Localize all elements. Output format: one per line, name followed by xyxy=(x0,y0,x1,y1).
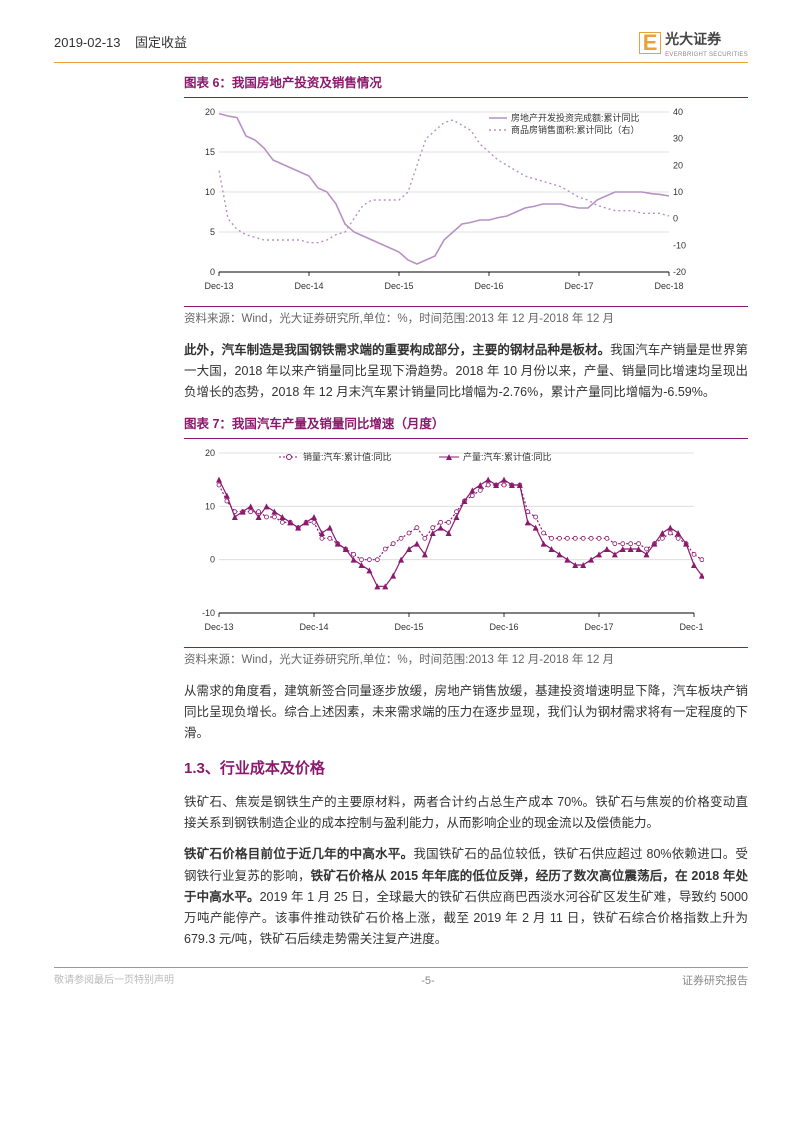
svg-text:Dec-16: Dec-16 xyxy=(489,622,518,632)
svg-text:销量:汽车:累计值:同比: 销量:汽车:累计值:同比 xyxy=(303,451,392,462)
chart6-title: 图表 6：我国房地产投资及销售情况 xyxy=(184,73,748,98)
svg-text:Dec-18: Dec-18 xyxy=(679,622,704,632)
paragraph-1: 此外，汽车制造是我国钢铁需求端的重要构成部分，主要的钢材品种是板材。我国汽车产销… xyxy=(184,340,748,404)
svg-text:0: 0 xyxy=(673,214,678,224)
footer-right: 证券研究报告 xyxy=(682,972,748,991)
svg-text:40: 40 xyxy=(673,107,683,117)
chart7-source: 资料来源：Wind，光大证券研究所,单位：%，时间范围:2013 年 12 月-… xyxy=(184,647,748,671)
svg-text:Dec-13: Dec-13 xyxy=(204,281,233,291)
chart7-title: 图表 7：我国汽车产量及销量同比增速（月度） xyxy=(184,414,748,439)
svg-text:Dec-18: Dec-18 xyxy=(654,281,683,291)
svg-text:10: 10 xyxy=(205,187,215,197)
svg-text:Dec-17: Dec-17 xyxy=(584,622,613,632)
paragraph-2: 从需求的角度看，建筑新签合同量逐步放缓，房地产销售放缓，基建投资增速明显下降，汽… xyxy=(184,681,748,745)
page-header: 2019-02-13 固定收益 E 光大证券 EVERBRIGHT SECURI… xyxy=(54,28,748,63)
chart6-source: 资料来源：Wind，光大证券研究所,单位：%，时间范围:2013 年 12 月-… xyxy=(184,306,748,330)
svg-text:15: 15 xyxy=(205,147,215,157)
header-meta: 2019-02-13 固定收益 xyxy=(54,32,187,54)
svg-text:Dec-16: Dec-16 xyxy=(474,281,503,291)
svg-text:商品房销售面积:累计同比（右）: 商品房销售面积:累计同比（右） xyxy=(511,124,640,135)
svg-text:Dec-14: Dec-14 xyxy=(294,281,323,291)
svg-text:20: 20 xyxy=(205,107,215,117)
header-category: 固定收益 xyxy=(135,35,187,50)
logo-text: 光大证券 xyxy=(665,28,748,52)
chart7: -10 0 10 20 Dec-13 Dec-14 Dec-15 Dec-16 Dec-17 De… xyxy=(184,443,748,645)
svg-text:-10: -10 xyxy=(202,608,215,618)
svg-text:10: 10 xyxy=(673,187,683,197)
svg-text:Dec-13: Dec-13 xyxy=(204,622,233,632)
logo-e-icon: E xyxy=(639,32,661,54)
svg-text:Dec-15: Dec-15 xyxy=(394,622,423,632)
footer-page-number: -5- xyxy=(174,972,682,991)
svg-text:0: 0 xyxy=(210,555,215,565)
brand-logo: E 光大证券 EVERBRIGHT SECURITIES xyxy=(639,28,748,58)
para4-t2: 2019 年 1 月 25 日，全球最大的铁矿石供应商巴西淡水河谷矿区发生矿难，… xyxy=(184,890,748,947)
svg-text:0: 0 xyxy=(210,267,215,277)
page-footer: 敬请参阅最后一页特别声明 -5- 证券研究报告 xyxy=(54,967,748,991)
paragraph-4: 铁矿石价格目前位于近几年的中高水平。我国铁矿石的品位较低，铁矿石供应超过 80%… xyxy=(184,844,748,950)
svg-text:Dec-14: Dec-14 xyxy=(299,622,328,632)
svg-text:30: 30 xyxy=(673,134,683,144)
svg-text:10: 10 xyxy=(205,501,215,511)
svg-text:-10: -10 xyxy=(673,240,686,250)
para4-b1: 铁矿石价格目前位于近几年的中高水平。 xyxy=(184,847,413,861)
svg-text:-20: -20 xyxy=(673,267,686,277)
paragraph-3: 铁矿石、焦炭是钢铁生产的主要原材料，两者合计约占总生产成本 70%。铁矿石与焦炭… xyxy=(184,792,748,835)
para1-bold: 此外，汽车制造是我国钢铁需求端的重要构成部分，主要的钢材品种是板材。 xyxy=(184,343,610,357)
header-date: 2019-02-13 xyxy=(54,35,121,50)
section-heading: 1.3、行业成本及价格 xyxy=(184,756,748,782)
svg-text:房地产开发投资完成额:累计同比: 房地产开发投资完成额:累计同比 xyxy=(511,112,640,123)
chart6: 0 5 10 15 20 -20 -10 0 10 20 30 40 Dec-13 Dec-14 Dec-1… xyxy=(184,102,748,304)
logo-subtext: EVERBRIGHT SECURITIES xyxy=(665,52,748,58)
svg-text:产量:汽车:累计值:同比: 产量:汽车:累计值:同比 xyxy=(463,451,552,462)
svg-text:5: 5 xyxy=(210,227,215,237)
svg-text:20: 20 xyxy=(205,448,215,458)
svg-text:Dec-17: Dec-17 xyxy=(564,281,593,291)
svg-text:20: 20 xyxy=(673,160,683,170)
svg-text:Dec-15: Dec-15 xyxy=(384,281,413,291)
footer-left: 敬请参阅最后一页特别声明 xyxy=(54,972,174,989)
